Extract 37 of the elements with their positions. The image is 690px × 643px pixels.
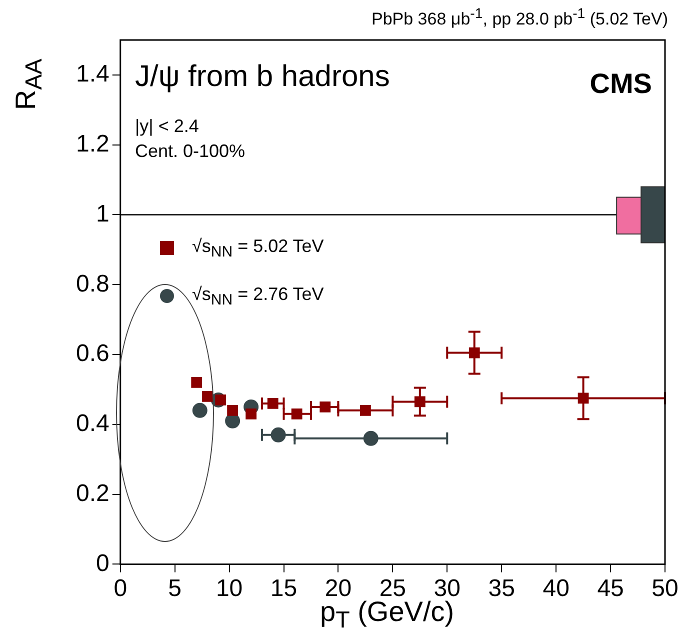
annotation: CMS — [590, 68, 652, 100]
x-tick-label: 0 — [114, 575, 128, 602]
legend-label: √s$_{NN}$ = 5.02 TeV — [192, 236, 324, 260]
y-tick-label: 0.4 — [76, 410, 110, 438]
point — [414, 396, 426, 408]
legend-label: √s$_{NN}$ = 2.76 TeV — [192, 284, 324, 308]
annotation: J/ψ from b hadrons — [135, 60, 390, 94]
point — [468, 347, 480, 358]
point — [270, 427, 286, 442]
y-tick-label: 1 — [96, 200, 110, 228]
point — [363, 430, 378, 446]
point — [227, 404, 238, 416]
x-tick-label: 45 — [597, 575, 624, 602]
x-tick-label: 10 — [216, 575, 243, 602]
annotation: |y| < 2.4 — [135, 116, 199, 137]
annotation: Cent. 0-100% — [135, 141, 246, 162]
point — [578, 392, 589, 404]
point — [267, 398, 278, 409]
y-tick-label: 0 — [96, 550, 110, 577]
x-tick-label: 15 — [270, 575, 298, 602]
y-tick-label: 0.8 — [76, 270, 110, 298]
point — [191, 377, 202, 388]
x-tick-label: 35 — [488, 575, 515, 602]
point — [192, 402, 208, 418]
y-tick-label: 0.2 — [76, 480, 110, 507]
point — [360, 404, 371, 416]
x-tick-label: 40 — [542, 575, 570, 602]
y-tick-label: 1.2 — [76, 130, 110, 158]
point — [246, 408, 257, 420]
y-tick-label: 1.4 — [76, 60, 110, 88]
x-tick-label: 50 — [652, 575, 678, 602]
chart-title: PbPb 368 μb$^{-1}$, pp 28.0 pb$^{-1}$ (5.02 TeV) — [372, 6, 668, 30]
point — [202, 391, 213, 402]
point — [320, 401, 331, 412]
y-tick-label: 0.6 — [76, 340, 110, 368]
point — [291, 408, 302, 420]
x-tick-label: 5 — [168, 575, 182, 602]
